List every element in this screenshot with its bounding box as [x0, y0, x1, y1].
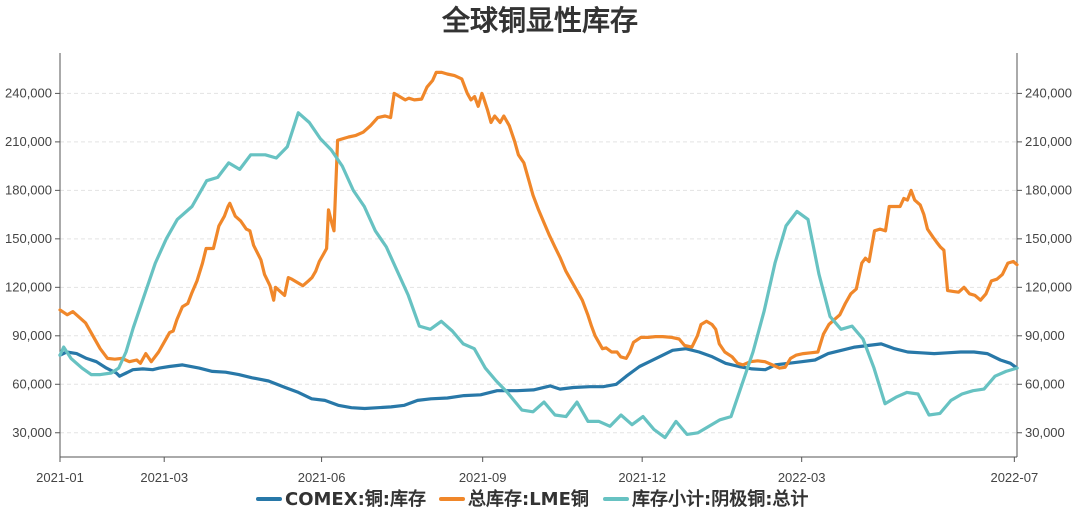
x-tick-label: 2022-03: [778, 470, 826, 485]
y-tick-label-right: 30,000: [1025, 425, 1065, 440]
y-tick-label-left: 60,000: [12, 376, 52, 391]
x-tick-label: 2022-07: [990, 470, 1038, 485]
grid-lines: [60, 92, 1017, 434]
y-tick-label-left: 210,000: [5, 134, 52, 149]
y-tick-label-left: 240,000: [5, 85, 52, 100]
y-tick-label-right: 210,000: [1025, 134, 1072, 149]
series-line-2: [58, 111, 1019, 440]
y-tick-label-right: 150,000: [1025, 231, 1072, 246]
x-tick-label: 2021-01: [36, 470, 84, 485]
y-tick-label-left: 180,000: [5, 182, 52, 197]
series-line-1: [58, 70, 1019, 370]
y-tick-label-right: 60,000: [1025, 376, 1065, 391]
y-tick-label-left: 30,000: [12, 425, 52, 440]
x-tick-label: 2021-03: [140, 470, 188, 485]
x-tick-label: 2021-12: [618, 470, 666, 485]
y-tick-label-right: 180,000: [1025, 182, 1072, 197]
series-lines: [58, 70, 1019, 440]
y-tick-label-left: 120,000: [5, 279, 52, 294]
series-line-0: [58, 342, 1019, 411]
legend-label: 库存小计:阴极铜:总计: [632, 488, 808, 510]
y-tick-label-right: 240,000: [1025, 85, 1072, 100]
axes: 30,000 30,000 60,000 60,000 90,000 90,000 120,…: [5, 53, 1072, 485]
legend-label: 总库存:LME铜: [468, 488, 589, 510]
x-tick-label: 2021-06: [298, 470, 346, 485]
y-tick-label-left: 90,000: [12, 328, 52, 343]
y-tick-label-right: 90,000: [1025, 328, 1065, 343]
y-tick-label-left: 150,000: [5, 231, 52, 246]
x-tick-label: 2021-09: [459, 470, 507, 485]
chart-title: 全球铜显性库存: [441, 4, 638, 37]
y-tick-label-right: 120,000: [1025, 279, 1072, 294]
legend: COMEX:铜:库存 总库存:LME铜 库存小计:阴极铜:总计: [256, 488, 808, 510]
legend-label: COMEX:铜:库存: [285, 488, 426, 510]
